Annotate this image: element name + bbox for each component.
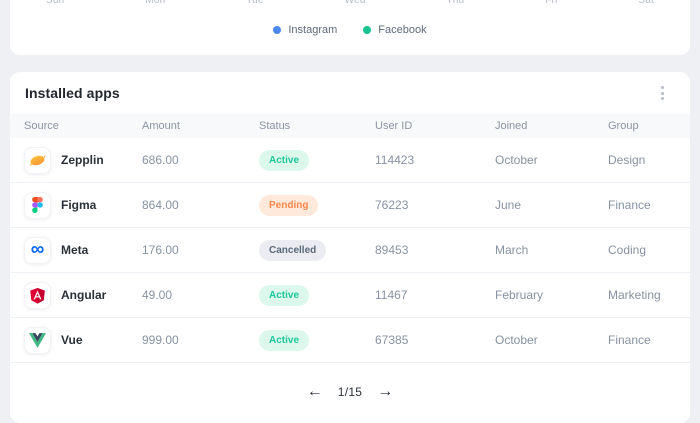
group-cell: Marketing [608, 288, 661, 302]
axis-tick-sat: Sat [638, 0, 654, 6]
axis-tick-fri: Fri [545, 0, 558, 6]
legend-item-instagram[interactable]: Instagram [273, 24, 337, 36]
legend-item-facebook[interactable]: Facebook [363, 24, 427, 36]
next-page-arrow-icon[interactable]: → [377, 383, 394, 400]
status-badge: Active [259, 284, 310, 306]
app-name: Figma [61, 198, 97, 212]
column-header-group: Group [608, 120, 639, 132]
app-name: Angular [61, 288, 107, 302]
joined-cell: June [495, 198, 522, 212]
status-badge: Active [259, 149, 310, 171]
table-row[interactable]: Angular 49.00 Active 11467 February Mark… [10, 273, 690, 318]
meta-logo-icon: ∞ [24, 236, 51, 264]
column-header-joined: Joined [495, 120, 528, 132]
zepplin-logo-icon [24, 146, 51, 174]
amount-cell: 864.00 [142, 198, 179, 212]
table-row[interactable]: Figma 864.00 Pending 76223 June Finance [10, 183, 690, 228]
legend-label: Instagram [288, 24, 338, 36]
amount-cell: 176.00 [142, 243, 179, 257]
column-header-status: Status [259, 120, 291, 132]
status-badge: Active [259, 329, 310, 351]
axis-tick-mon: Mon [145, 0, 166, 6]
group-cell: Finance [608, 198, 651, 212]
user-id-cell: 114423 [375, 153, 415, 167]
joined-cell: October [495, 333, 538, 347]
axis-tick-wed: Wed [344, 0, 366, 6]
table-header-row: Source Amount Status User ID Joined Grou… [10, 114, 690, 138]
instagram-dot-icon [273, 26, 282, 34]
group-cell: Design [608, 153, 646, 167]
axis-tick-thu: Thu [446, 0, 465, 6]
angular-logo-icon [24, 281, 51, 309]
chart-card: Sun Mon Tue Wed Thu Fri Sat Instagram Fa… [10, 0, 690, 55]
page-indicator: 1/15 [337, 385, 363, 399]
card-title: Installed apps [25, 85, 120, 101]
status-badge: Pending [259, 194, 319, 216]
status-badge: Cancelled [259, 239, 327, 261]
table-row[interactable]: ∞ Meta 176.00 Cancelled 89453 March Codi… [10, 228, 690, 273]
column-header-source: Source [24, 120, 59, 132]
user-id-cell: 11467 [375, 288, 408, 302]
chart-x-axis: Sun Mon Tue Wed Thu Fri Sat [10, 0, 690, 6]
joined-cell: February [495, 288, 544, 302]
column-header-user-id: User ID [375, 120, 413, 132]
previous-page-arrow-icon[interactable]: ← [306, 383, 323, 400]
pagination: ← 1/15 → [10, 363, 690, 421]
joined-cell: October [495, 153, 538, 167]
axis-tick-sun: Sun [46, 0, 65, 6]
app-name: Zepplin [61, 153, 104, 167]
figma-logo-icon [24, 191, 51, 219]
column-header-amount: Amount [142, 120, 180, 132]
axis-tick-tue: Tue [246, 0, 264, 6]
installed-apps-card: Installed apps Source Amount Status User… [10, 72, 690, 423]
user-id-cell: 67385 [375, 333, 409, 347]
chart-legend: Instagram Facebook [10, 24, 690, 36]
table-row[interactable]: Zepplin 686.00 Active 114423 October Des… [10, 138, 690, 183]
table-row[interactable]: Vue 999.00 Active 67385 October Finance [10, 318, 690, 363]
group-cell: Coding [608, 243, 647, 257]
app-name: Vue [61, 333, 83, 347]
app-name: Meta [61, 243, 89, 257]
facebook-dot-icon [363, 26, 372, 34]
group-cell: Finance [608, 333, 651, 347]
joined-cell: March [495, 243, 529, 257]
amount-cell: 999.00 [142, 333, 179, 347]
vue-logo-icon [24, 326, 51, 354]
legend-label: Facebook [378, 24, 427, 36]
amount-cell: 686.00 [142, 153, 179, 167]
user-id-cell: 89453 [375, 243, 409, 257]
user-id-cell: 76223 [375, 198, 409, 212]
amount-cell: 49.00 [142, 288, 173, 302]
card-header: Installed apps [10, 72, 690, 114]
kebab-menu-icon[interactable] [657, 82, 668, 104]
